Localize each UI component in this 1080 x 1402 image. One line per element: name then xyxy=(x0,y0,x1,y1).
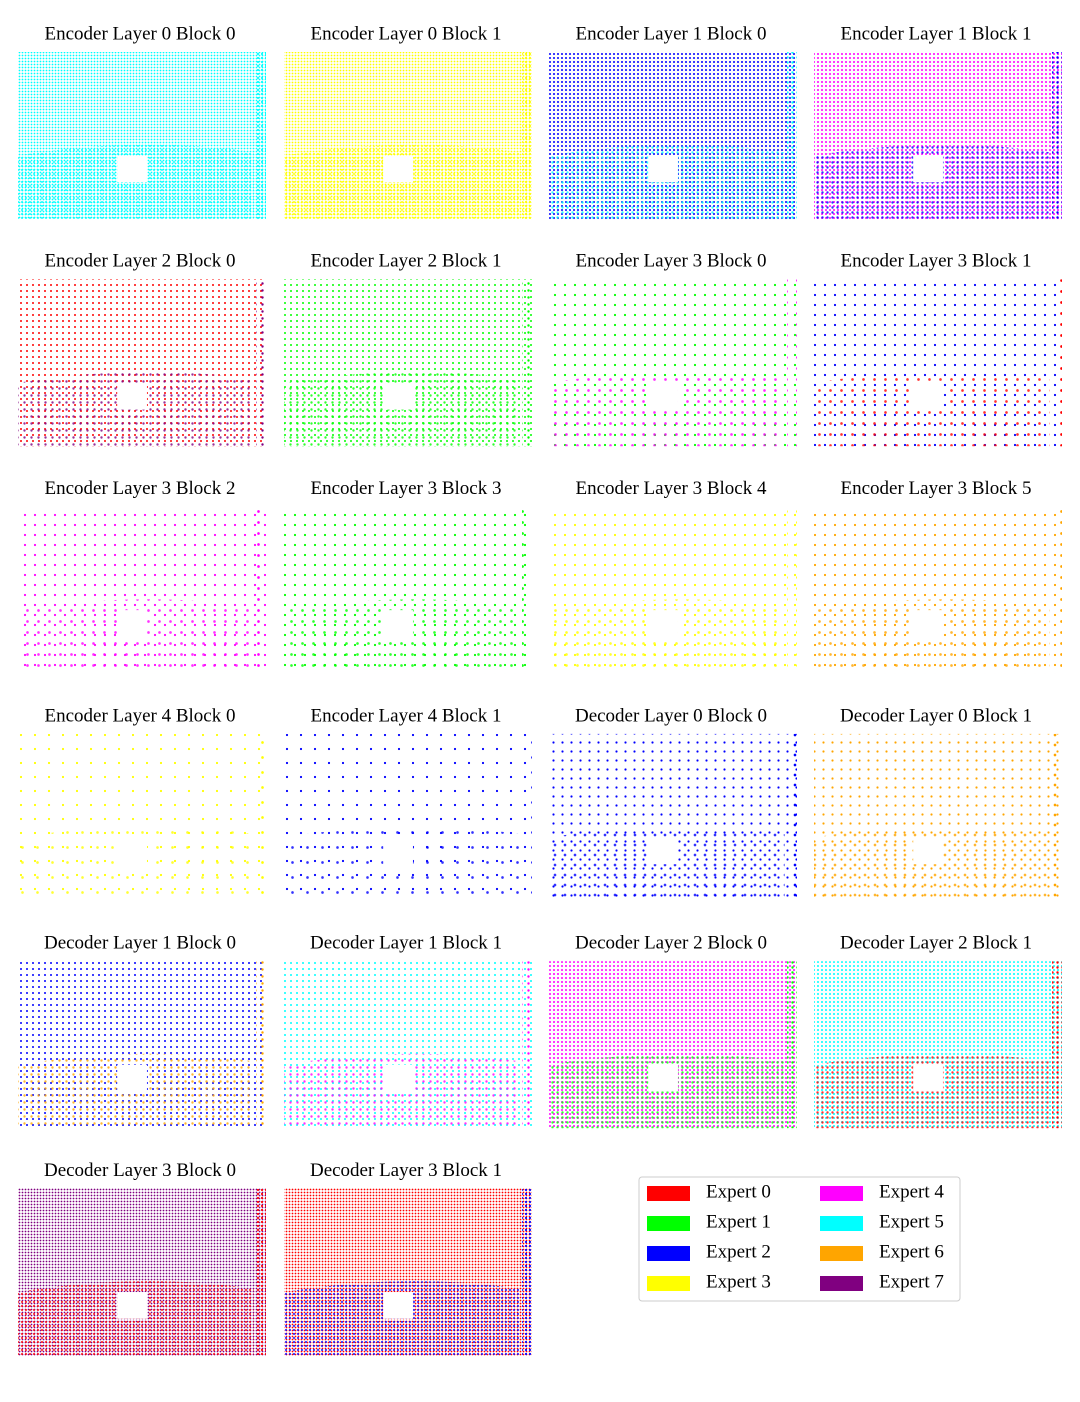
point-cloud-image xyxy=(814,279,1062,447)
panel-title: Encoder Layer 3 Block 3 xyxy=(311,478,502,499)
panel-title: Decoder Layer 3 Block 1 xyxy=(310,1160,502,1181)
legend-label: Expert 7 xyxy=(879,1271,944,1292)
panel-title: Encoder Layer 2 Block 1 xyxy=(311,251,502,272)
legend-label: Expert 5 xyxy=(879,1211,944,1232)
point-cloud-image xyxy=(18,733,266,901)
point-cloud-image xyxy=(18,279,266,447)
point-cloud-image xyxy=(18,52,266,219)
legend-label: Expert 1 xyxy=(706,1211,771,1232)
panel-title: Decoder Layer 3 Block 0 xyxy=(44,1160,236,1181)
point-cloud-image xyxy=(549,961,797,1129)
panel-title: Decoder Layer 2 Block 1 xyxy=(840,933,1032,954)
panel-title: Encoder Layer 3 Block 4 xyxy=(576,478,767,499)
legend-label: Expert 0 xyxy=(706,1181,771,1202)
point-cloud-image xyxy=(18,961,266,1129)
point-cloud-image xyxy=(549,279,797,447)
panel-title: Encoder Layer 0 Block 1 xyxy=(311,23,502,44)
panel-title: Encoder Layer 1 Block 0 xyxy=(576,23,767,44)
panel-title: Decoder Layer 0 Block 1 xyxy=(840,705,1032,726)
legend-box xyxy=(638,1176,961,1302)
point-cloud-image xyxy=(284,506,532,674)
panel-title: Decoder Layer 1 Block 1 xyxy=(310,933,502,954)
point-cloud-image xyxy=(18,506,266,674)
panel-title: Encoder Layer 0 Block 0 xyxy=(45,23,236,44)
legend-swatch xyxy=(647,1186,690,1201)
panel-title: Decoder Layer 1 Block 0 xyxy=(44,933,236,954)
point-cloud-image xyxy=(18,1188,266,1356)
point-cloud-image xyxy=(814,52,1062,219)
legend-swatch xyxy=(820,1276,863,1291)
panel-title: Encoder Layer 3 Block 5 xyxy=(841,478,1032,499)
point-cloud-image xyxy=(284,279,532,447)
panel-title: Encoder Layer 2 Block 0 xyxy=(45,251,236,272)
legend-label: Expert 4 xyxy=(879,1181,944,1202)
panel-title: Encoder Layer 3 Block 0 xyxy=(576,251,767,272)
point-cloud-image xyxy=(284,961,532,1129)
point-cloud-image xyxy=(549,733,797,901)
legend-swatch xyxy=(820,1186,863,1201)
point-cloud-image xyxy=(549,506,797,674)
point-cloud-image xyxy=(814,733,1062,901)
legend-swatch xyxy=(820,1216,863,1231)
panel-title: Encoder Layer 3 Block 1 xyxy=(841,251,1032,272)
point-cloud-image xyxy=(814,506,1062,674)
legend-swatch xyxy=(647,1216,690,1231)
legend-label: Expert 3 xyxy=(706,1271,771,1292)
legend-label: Expert 2 xyxy=(706,1241,771,1262)
panel-title: Decoder Layer 0 Block 0 xyxy=(575,705,767,726)
legend-label: Expert 6 xyxy=(879,1241,944,1262)
point-cloud-image xyxy=(284,52,532,219)
panel-title: Encoder Layer 3 Block 2 xyxy=(45,478,236,499)
panel-title: Encoder Layer 4 Block 0 xyxy=(45,705,236,726)
legend-swatch xyxy=(820,1246,863,1261)
legend-swatch xyxy=(647,1246,690,1261)
legend-swatch xyxy=(647,1276,690,1291)
point-cloud-image xyxy=(549,52,797,219)
point-cloud-image xyxy=(814,961,1062,1129)
panel-title: Encoder Layer 4 Block 1 xyxy=(311,705,502,726)
panel-title: Decoder Layer 2 Block 0 xyxy=(575,933,767,954)
panel-title: Encoder Layer 1 Block 1 xyxy=(841,23,1032,44)
point-cloud-image xyxy=(284,1188,532,1356)
point-cloud-image xyxy=(284,733,532,901)
